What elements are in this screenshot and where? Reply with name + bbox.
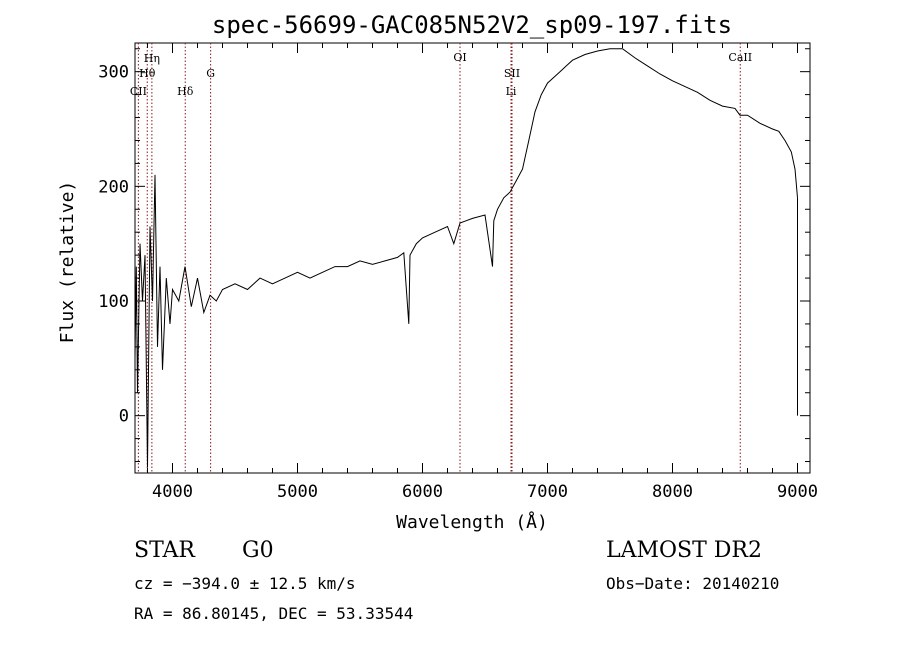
spectral-line-label: Hη — [144, 52, 160, 65]
y-tick-label: 300 — [98, 63, 129, 83]
spectral-line-label: Hθ — [139, 67, 156, 80]
x-tick-label: 8000 — [652, 482, 693, 502]
x-tick-label: 9000 — [777, 482, 818, 502]
object-class: STAR — [134, 538, 195, 563]
plot-frame — [134, 42, 811, 474]
y-tick-label: 0 — [119, 407, 129, 427]
spectral-line-markers: CII Hθ Hη Hδ G OI SII Li CaII — [130, 43, 752, 473]
y-tick-label: 100 — [98, 292, 129, 312]
spectral-line-label: CII — [130, 85, 147, 98]
spectral-subclass: G0 — [242, 538, 274, 563]
chart-title: spec-56699-GAC085N52V2_sp09-197.fits — [212, 11, 732, 39]
axis-ticks: 4000 5000 6000 7000 8000 9000 0 100 200 300 — [98, 43, 818, 502]
sky-coordinates: RA = 86.80145, DEC = 53.33544 — [134, 604, 414, 623]
x-tick-label: 5000 — [277, 482, 318, 502]
spectral-line-label: OI — [453, 51, 466, 64]
x-tick-label: 6000 — [402, 482, 443, 502]
x-axis-label: Wavelength (Å) — [396, 511, 548, 533]
observation-date: Obs−Date: 20140210 — [606, 574, 780, 593]
x-tick-label: 7000 — [527, 482, 568, 502]
series-group — [134, 48, 798, 468]
spectral-line-label: Li — [506, 85, 517, 98]
series-line-0 — [134, 48, 798, 468]
survey-name: LAMOST DR2 — [606, 538, 762, 563]
y-axis-label: Flux (relative) — [57, 181, 78, 344]
plot-area-border — [134, 42, 811, 474]
spectral-line-label: Hδ — [177, 85, 194, 98]
y-tick-label: 200 — [98, 177, 129, 197]
spectral-line-label: SII — [504, 67, 520, 80]
spectral-line-label: CaII — [728, 51, 752, 64]
spectral-line-label: G — [206, 67, 215, 80]
x-tick-label: 4000 — [152, 482, 193, 502]
redshift-velocity: cz = −394.0 ± 12.5 km/s — [134, 574, 356, 593]
